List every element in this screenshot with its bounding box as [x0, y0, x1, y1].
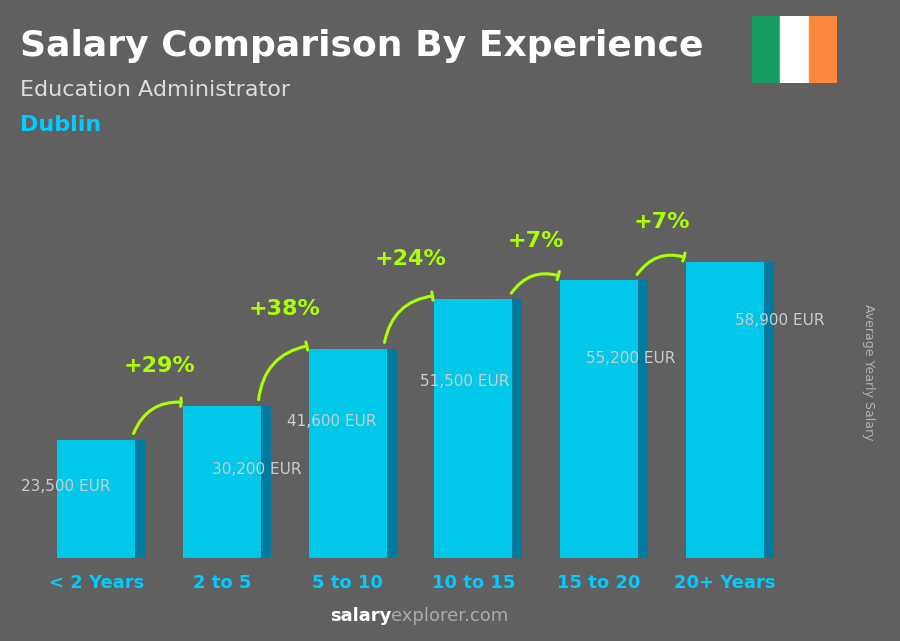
Text: +38%: +38%	[248, 299, 320, 319]
Bar	[560, 280, 638, 558]
Polygon shape	[261, 406, 271, 558]
Text: Dublin: Dublin	[20, 115, 101, 135]
Text: explorer.com: explorer.com	[392, 607, 508, 625]
Text: 41,600 EUR: 41,600 EUR	[287, 414, 377, 429]
Bar	[183, 406, 261, 558]
Text: 51,500 EUR: 51,500 EUR	[420, 374, 510, 389]
Text: Average Yearly Salary: Average Yearly Salary	[862, 304, 875, 440]
Text: Salary Comparison By Experience: Salary Comparison By Experience	[20, 29, 703, 63]
Polygon shape	[512, 299, 522, 558]
Text: 58,900 EUR: 58,900 EUR	[734, 313, 824, 328]
Bar	[58, 440, 135, 558]
Text: +7%: +7%	[634, 212, 690, 232]
Polygon shape	[135, 440, 145, 558]
Text: +7%: +7%	[508, 231, 564, 251]
Text: salary: salary	[330, 607, 392, 625]
Text: 55,200 EUR: 55,200 EUR	[587, 351, 676, 365]
Bar	[686, 262, 764, 558]
Text: 30,200 EUR: 30,200 EUR	[212, 462, 302, 477]
Text: 23,500 EUR: 23,500 EUR	[21, 479, 110, 494]
Bar	[808, 16, 837, 83]
Text: Education Administrator: Education Administrator	[20, 80, 290, 100]
Bar	[435, 299, 512, 558]
Polygon shape	[638, 280, 648, 558]
Text: +29%: +29%	[123, 356, 195, 376]
Bar	[752, 16, 780, 83]
Polygon shape	[764, 262, 774, 558]
Bar	[780, 16, 808, 83]
Text: +24%: +24%	[374, 249, 446, 269]
Polygon shape	[386, 349, 397, 558]
Bar	[309, 349, 386, 558]
